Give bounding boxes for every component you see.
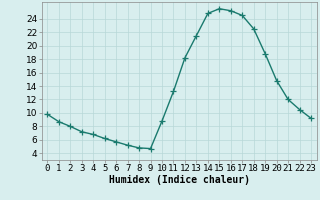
X-axis label: Humidex (Indice chaleur): Humidex (Indice chaleur) [109, 175, 250, 185]
